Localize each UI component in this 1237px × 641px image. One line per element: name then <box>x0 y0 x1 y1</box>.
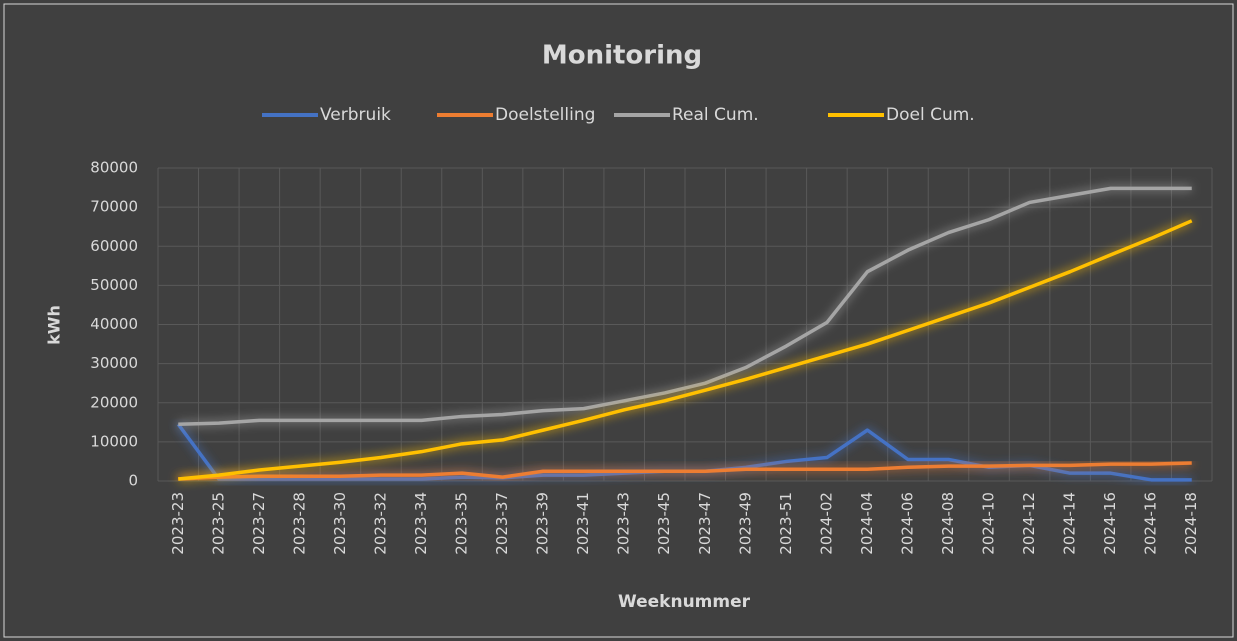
legend-label: Doelstelling <box>495 105 595 125</box>
x-tick-label: 2023-45 <box>655 492 673 555</box>
chart-frame <box>3 3 1234 638</box>
x-tick-label: 2023-41 <box>574 492 592 555</box>
y-tick-label: 30000 <box>90 354 138 372</box>
x-tick-label: 2024-02 <box>817 492 835 555</box>
y-tick-label: 40000 <box>90 315 138 333</box>
x-tick-label: 2023-43 <box>615 492 633 555</box>
legend-label: Doel Cum. <box>886 105 975 125</box>
y-tick-label: 0 <box>128 472 138 490</box>
x-tick-label: 2023-51 <box>777 492 795 555</box>
y-tick-label: 70000 <box>90 198 138 216</box>
x-tick-label: 2024-16 <box>1101 492 1119 555</box>
x-tick-label: 2023-47 <box>696 492 714 555</box>
x-tick-label: 2024-10 <box>980 492 998 555</box>
x-tick-label: 2023-32 <box>371 492 389 555</box>
series-line <box>178 461 1192 481</box>
x-tick-label: 2024-16 <box>1142 492 1160 555</box>
x-tick-label: 2023-27 <box>250 492 268 555</box>
x-tick-label: 2024-08 <box>939 492 957 555</box>
legend-label: Verbruik <box>320 105 391 125</box>
chart-title: Monitoring <box>542 41 702 71</box>
x-tick-label: 2024-18 <box>1182 492 1200 555</box>
x-tick-label: 2024-14 <box>1061 492 1079 555</box>
x-tick-label: 2024-04 <box>858 492 876 555</box>
y-tick-label: 10000 <box>90 432 138 450</box>
series-line <box>178 219 1193 481</box>
x-tick-label: 2023-28 <box>290 492 308 555</box>
series-line <box>178 186 1192 427</box>
x-tick-label: 2023-39 <box>534 492 552 555</box>
x-tick-label: 2023-25 <box>209 492 227 555</box>
x-tick-label: 2023-34 <box>412 492 430 555</box>
y-tick-label: 60000 <box>90 237 138 255</box>
y-tick-label: 80000 <box>90 159 138 177</box>
x-tick-label: 2023-49 <box>736 492 754 555</box>
legend-label: Real Cum. <box>672 105 759 125</box>
x-axis-title: Weeknummer <box>618 592 751 612</box>
x-tick-label: 2023-30 <box>331 492 349 555</box>
y-axis-title: kWh <box>45 305 64 345</box>
x-tick-label: 2023-37 <box>493 492 511 555</box>
x-tick-label: 2023-23 <box>169 492 187 555</box>
y-tick-label: 20000 <box>90 393 138 411</box>
x-tick-label: 2024-12 <box>1020 492 1038 555</box>
x-tick-label: 2023-35 <box>453 492 471 555</box>
x-tick-label: 2024-06 <box>898 492 916 555</box>
y-tick-label: 50000 <box>90 276 138 294</box>
